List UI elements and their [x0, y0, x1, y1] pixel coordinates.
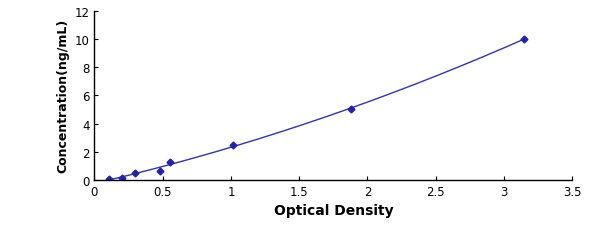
Y-axis label: Concentration(ng/mL): Concentration(ng/mL): [56, 19, 69, 173]
X-axis label: Optical Density: Optical Density: [274, 204, 393, 217]
